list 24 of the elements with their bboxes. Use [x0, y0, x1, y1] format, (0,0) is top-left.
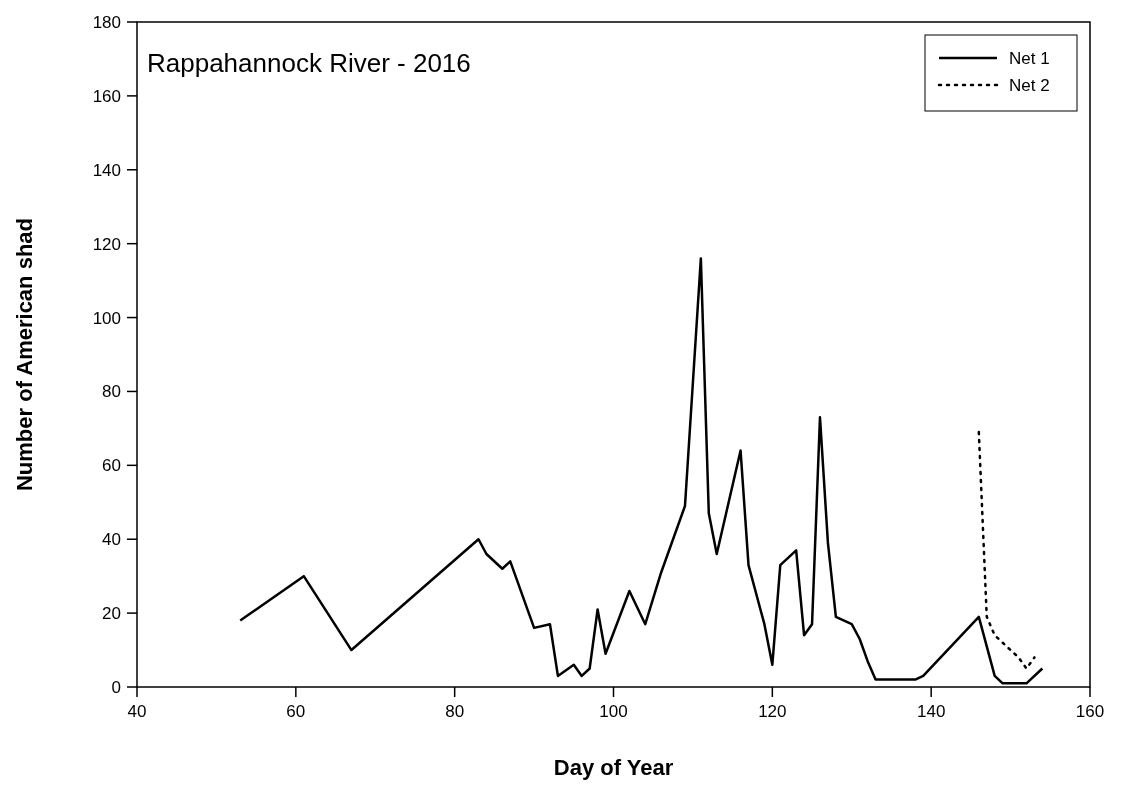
text: Rappahannock River - 2016 [147, 48, 471, 78]
legend-label: Net 2 [1009, 76, 1050, 95]
y-tick-label: 0 [111, 678, 121, 697]
y-tick-label: 160 [92, 86, 121, 106]
y-axis-title: Number of American shad [12, 217, 37, 492]
y-tick-label: 140 [92, 160, 121, 180]
y-tick-label: 20 [102, 604, 121, 624]
y-tick-label: 80 [102, 382, 121, 402]
line-series [977, 430, 1036, 670]
x-tick-label: 40 [127, 702, 147, 721]
x-axis-title: Day of Year [553, 755, 674, 780]
x-tick-label: 160 [1075, 702, 1105, 721]
x-tick-label: 140 [916, 702, 946, 721]
y-tick-label: 100 [92, 308, 121, 328]
line-series [238, 257, 1044, 685]
x-tick-label: 80 [445, 702, 465, 721]
y-tick-label: 40 [102, 530, 121, 550]
y-tick-label: 120 [92, 234, 121, 254]
y-tick-label: 180 [92, 13, 121, 32]
x-tick-label: 120 [758, 702, 787, 721]
y-tick-label: 60 [102, 456, 121, 476]
legend-label: Net 1 [1009, 49, 1050, 68]
x-tick-label: 60 [286, 702, 306, 721]
x-tick-label: 100 [599, 702, 628, 721]
